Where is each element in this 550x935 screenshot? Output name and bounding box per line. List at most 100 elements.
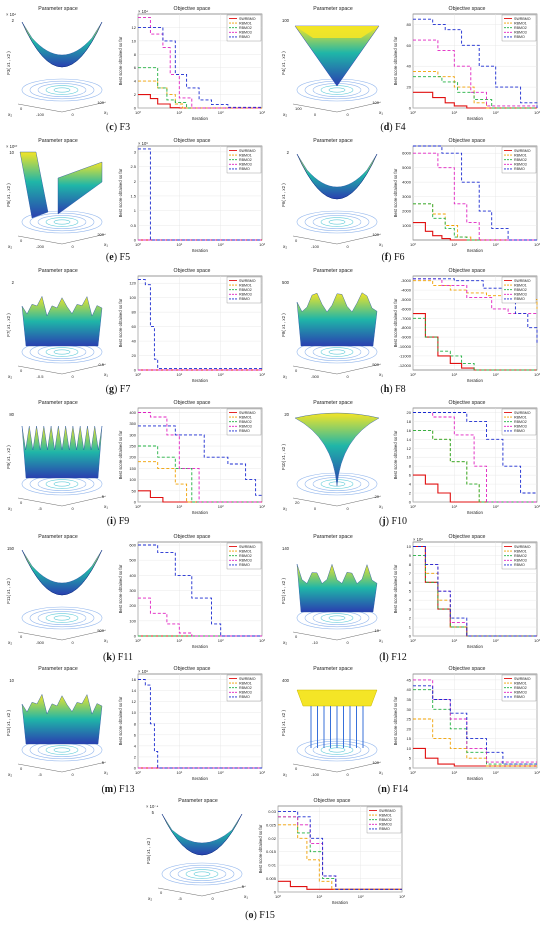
x1-tick: 10 bbox=[375, 628, 380, 633]
legend-label-swrbmo: SWRBMO bbox=[514, 149, 531, 153]
x-axis-label: Iteration bbox=[467, 378, 483, 383]
legend-label-rbmo3: RBMO3 bbox=[239, 31, 252, 35]
y-tick-label: -10000 bbox=[399, 344, 412, 349]
objective-plot-f10: Objective space 10⁰ 10¹ 10² 10³ 0 2 4 6 8 10 12 14 16… bbox=[393, 400, 541, 515]
y-tick-label: 0.03 bbox=[268, 809, 277, 814]
caption-f: (f) F6 bbox=[381, 252, 404, 263]
y-tick-label: 500 bbox=[129, 558, 136, 563]
x1-axis-label: x₁ bbox=[104, 505, 108, 510]
x2-axis-line bbox=[292, 631, 338, 641]
series-line-rbmo bbox=[278, 810, 402, 890]
legend-label-rbmo2: RBMO2 bbox=[514, 288, 527, 292]
y-tick-label: 60 bbox=[407, 43, 412, 48]
objective-title: Objective space bbox=[449, 666, 486, 672]
x1-axis-label: x₁ bbox=[104, 243, 108, 248]
y-tick-label: 600 bbox=[129, 543, 136, 548]
legend-label-rbmo3: RBMO3 bbox=[239, 425, 252, 429]
legend-label-rbmo3: RBMO3 bbox=[514, 691, 527, 695]
y-tick-label: 20 bbox=[407, 410, 412, 415]
x-tick-label: 10² bbox=[493, 110, 499, 115]
y-tick-label: 10 bbox=[132, 38, 137, 43]
parameter-title: Parameter space bbox=[313, 6, 353, 12]
y-tick-label: 45 bbox=[407, 677, 412, 682]
series-line-rbmo bbox=[138, 425, 262, 496]
series-line-rbmo bbox=[413, 546, 537, 637]
caption-l: (l) F12 bbox=[379, 652, 407, 663]
x1-axis-line bbox=[61, 101, 107, 113]
objective-plot-f6: Objective space 10⁰ 10¹ 10² 10³ 1000 2000 3000 4… bbox=[393, 138, 541, 253]
objective-title: Objective space bbox=[449, 6, 486, 12]
z-tick-top: 140 bbox=[282, 546, 290, 551]
x2-tick: -200 bbox=[36, 244, 45, 249]
x1-axis-line bbox=[61, 629, 107, 641]
legend-label-rbmo3: RBMO3 bbox=[514, 163, 527, 167]
x-tick-label: 10⁰ bbox=[410, 372, 416, 377]
objective-title: Objective space bbox=[449, 534, 486, 540]
parameter-plot-f8: Parameter space F8( x1 , x2 ) 500 x₂ x₁ -500 0… bbox=[281, 268, 383, 380]
legend-label-rbmo: RBMO bbox=[514, 35, 525, 39]
z-axis-label: F3( x1 , x2 ) bbox=[6, 51, 11, 75]
x1-tick: 0 bbox=[71, 772, 74, 777]
legend-label-swrbmo: SWRBMO bbox=[379, 809, 396, 813]
series-line-rbmo1 bbox=[278, 824, 402, 890]
parameter-title: Parameter space bbox=[38, 6, 78, 12]
x-axis-label: Iteration bbox=[467, 510, 483, 515]
series-line-rbmo bbox=[138, 148, 262, 241]
y-tick-label: 0.005 bbox=[266, 876, 277, 881]
legend-label-rbmo2: RBMO2 bbox=[239, 420, 252, 424]
z-exponent: × 10⁻⁴ bbox=[146, 804, 158, 809]
parameter-title: Parameter space bbox=[38, 268, 78, 274]
contour-floor bbox=[296, 210, 378, 234]
y-tick-label: 16 bbox=[132, 677, 137, 682]
x-axis-label: Iteration bbox=[332, 900, 348, 905]
x-tick-label: 10¹ bbox=[316, 894, 322, 899]
x1-axis-line bbox=[336, 495, 382, 507]
legend-label-rbmo2: RBMO2 bbox=[239, 158, 252, 162]
legend-label-swrbmo: SWRBMO bbox=[239, 411, 256, 415]
x2-axis-line bbox=[292, 235, 338, 245]
y-tick-label: 4 bbox=[409, 598, 412, 603]
x1-axis-label: x₁ bbox=[244, 895, 248, 900]
y-tick-label: 9 bbox=[409, 553, 412, 558]
legend-label-rbmo3: RBMO3 bbox=[514, 31, 527, 35]
z-tick-top: 100 bbox=[282, 18, 290, 23]
contour-floor bbox=[161, 862, 243, 886]
x2-axis-line bbox=[292, 763, 338, 773]
legend-label-rbmo: RBMO bbox=[239, 167, 250, 171]
legend-label-rbmo2: RBMO2 bbox=[514, 26, 527, 30]
series-line-swrbmo bbox=[413, 91, 537, 109]
x-tick-label: 10¹ bbox=[176, 504, 182, 509]
series-line-rbmo3 bbox=[138, 597, 262, 637]
z-tick-top: 500 bbox=[282, 280, 290, 285]
x1-axis-line bbox=[61, 761, 107, 773]
x2-axis-line bbox=[17, 763, 63, 773]
y-tick-label: 80 bbox=[407, 22, 412, 27]
series-line-swrbmo bbox=[278, 880, 402, 890]
series-line-rbmo2 bbox=[413, 554, 537, 637]
x2-axis-label: x₂ bbox=[8, 773, 12, 778]
legend-label-rbmo3: RBMO3 bbox=[514, 559, 527, 563]
y-tick-label: 3000 bbox=[402, 194, 412, 199]
x-axis-label: Iteration bbox=[467, 644, 483, 649]
x1-tick: 5 bbox=[102, 760, 105, 765]
x1-axis-line bbox=[61, 363, 107, 375]
x1-axis-label: x₁ bbox=[379, 111, 383, 116]
y-tick-label: 400 bbox=[129, 410, 136, 415]
y-tick-label: 2 bbox=[409, 491, 412, 496]
series-line-rbmo1 bbox=[138, 80, 262, 109]
x-axis-label: Iteration bbox=[467, 776, 483, 781]
x2-tick: -500 bbox=[36, 640, 45, 645]
objective-title: Objective space bbox=[449, 268, 486, 274]
legend-label-rbmo: RBMO bbox=[514, 297, 525, 301]
caption-i: (i) F9 bbox=[107, 516, 130, 527]
x2-axis-line bbox=[17, 103, 63, 113]
x-tick-label: 10⁰ bbox=[135, 504, 141, 509]
x2-axis-label: x₂ bbox=[8, 641, 12, 646]
parameter-title: Parameter space bbox=[38, 534, 78, 540]
y-tick-label: 4 bbox=[134, 79, 137, 84]
x-tick-label: 10³ bbox=[534, 242, 540, 247]
x-tick-label: 10⁰ bbox=[410, 638, 416, 643]
x-axis-label: Iteration bbox=[192, 776, 208, 781]
x1-tick: 0 bbox=[346, 374, 349, 379]
